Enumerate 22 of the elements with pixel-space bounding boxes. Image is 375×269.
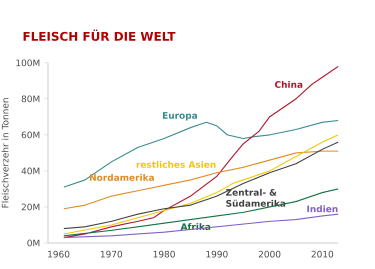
- y-tick-label: 100M: [16, 59, 40, 66]
- y-tick-label: 0M: [27, 240, 40, 246]
- x-tick-label: 1960: [48, 250, 70, 258]
- line-series: [63, 66, 339, 238]
- y-tick-label: 80M: [22, 95, 40, 102]
- line-series: [63, 120, 339, 188]
- x-tick-label: 1980: [154, 250, 175, 258]
- y-tick-label: 40M: [22, 168, 40, 174]
- x-tick-label: 2010: [312, 250, 334, 258]
- x-tick-label: 1970: [100, 250, 122, 258]
- y-axis-title: Fleischverzehr in Tonnen: [2, 98, 9, 208]
- y-tick-label: 60M: [22, 132, 40, 138]
- series-label: Indien: [307, 205, 338, 212]
- x-tick-label: 2000: [258, 250, 280, 258]
- x-tick-label: 1990: [206, 250, 228, 258]
- chart-title: FLEISCH FÜR DIE WELT: [24, 30, 176, 41]
- text: restliches Asien: [136, 160, 216, 168]
- series-label: Nordamerika: [90, 174, 154, 181]
- y-tick-label: 20M: [22, 204, 40, 210]
- series-label: China: [274, 80, 302, 88]
- series-label: Europa: [162, 112, 197, 121]
- series-label: Zentral- & Südamerika: [226, 188, 286, 207]
